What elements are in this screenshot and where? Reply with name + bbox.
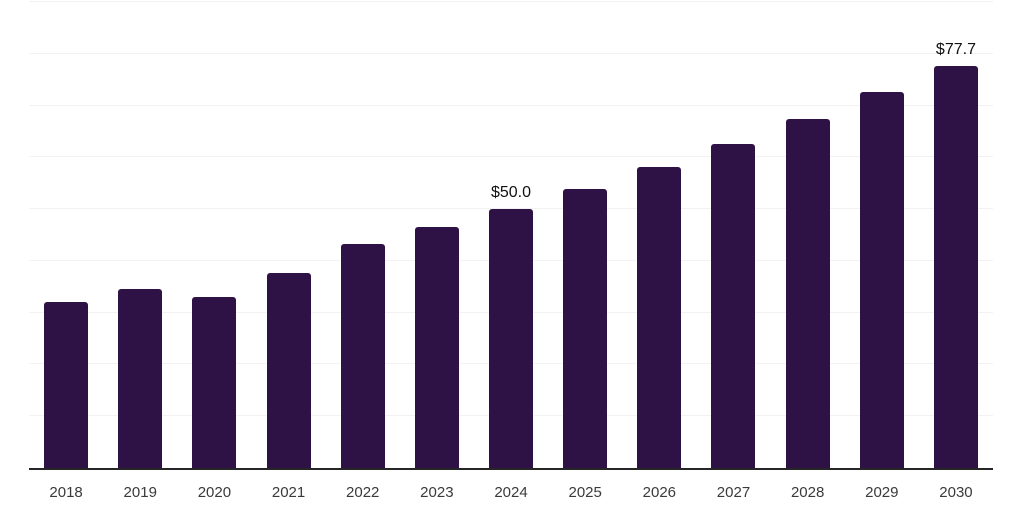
x-tick-2024: 2024 <box>494 484 528 501</box>
x-tick-2019: 2019 <box>123 484 157 501</box>
band-2027 <box>696 2 770 468</box>
band-2026 <box>622 2 696 468</box>
data-label-2030: $77.7 <box>935 40 976 58</box>
bar-2020 <box>192 297 237 468</box>
bar-2029 <box>859 91 904 468</box>
gridline-80 <box>29 52 993 54</box>
bar-2030 <box>933 65 978 468</box>
data-label-2024: $50.0 <box>490 184 532 202</box>
x-axis: 2018 2019 2020 2021 2022 2023 2024 2025 2026 2027… <box>29 484 993 501</box>
band-2018 <box>29 2 103 468</box>
bar-2026 <box>637 167 682 468</box>
x-tick-2030: 2030 <box>939 484 973 501</box>
band-2028 <box>771 2 845 468</box>
gridline-60 <box>29 156 993 158</box>
gridline-90 <box>29 1 993 2</box>
gridline-70 <box>29 104 993 106</box>
band-2024: $50.0 <box>474 2 548 468</box>
band-2030: $77.7 <box>919 2 993 468</box>
x-tick-2026: 2026 <box>642 484 677 501</box>
bar-2023 <box>414 226 459 468</box>
plot-area: $50.0 $77.7 <box>29 1 993 470</box>
bar-2025 <box>563 188 608 468</box>
band-2022 <box>326 2 400 468</box>
x-tick-2027: 2027 <box>716 484 751 501</box>
x-tick-2028: 2028 <box>790 484 825 501</box>
bar-2024 <box>489 209 534 468</box>
gridline-50 <box>29 208 993 210</box>
x-tick-2018: 2018 <box>49 484 83 501</box>
x-tick-2023: 2023 <box>420 484 454 501</box>
bar-2028 <box>785 119 830 468</box>
bar-2022 <box>340 243 385 468</box>
bars-container: $50.0 $77.7 <box>29 2 993 468</box>
band-2029 <box>845 2 919 468</box>
band-2025 <box>548 2 622 468</box>
x-tick-2029: 2029 <box>865 484 899 501</box>
x-tick-2020: 2020 <box>197 484 232 501</box>
x-tick-2021: 2021 <box>271 484 306 501</box>
bar-2019 <box>118 288 163 468</box>
band-2021 <box>251 2 325 468</box>
bar-2027 <box>711 143 756 468</box>
x-tick-2022: 2022 <box>346 484 380 501</box>
band-2020 <box>177 2 251 468</box>
band-2019 <box>103 2 177 468</box>
bar-2018 <box>44 301 89 468</box>
band-2023 <box>400 2 474 468</box>
x-tick-2025: 2025 <box>568 484 602 501</box>
bar-2021 <box>266 272 311 468</box>
